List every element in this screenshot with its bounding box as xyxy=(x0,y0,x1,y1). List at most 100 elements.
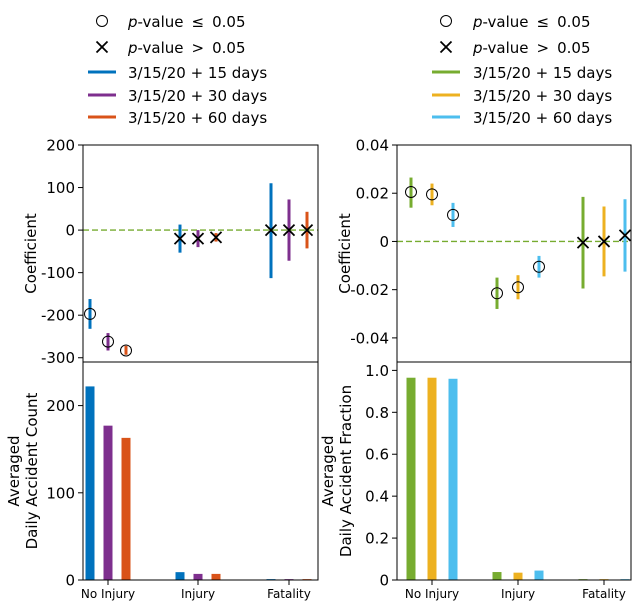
y-axis-label: Averaged xyxy=(5,435,23,506)
point-marker-cross xyxy=(173,232,187,245)
legend-circle-marker xyxy=(96,15,108,27)
y-tick-label: 1.0 xyxy=(365,362,389,380)
legend-p: p xyxy=(127,39,138,57)
y-tick-label: 0.6 xyxy=(365,446,389,464)
legend-circle-marker xyxy=(440,15,452,27)
coef-right-panel: 0.04 0.02 0 -0.02 -0.04 Coefficient xyxy=(336,137,632,363)
fraction-right-panel: 1.0 0.8 0.6 0.4 0.2 0 No Injury Injury Fatality A… xyxy=(319,361,632,601)
cross-stroke xyxy=(282,223,296,237)
point-marker-circle xyxy=(447,208,459,221)
point-marker-circle xyxy=(512,281,524,294)
legend-label: 3/15/20 + 60 days xyxy=(128,109,267,127)
legend-label: 3/15/20 + 15 days xyxy=(473,64,612,82)
bar xyxy=(427,377,437,580)
y-tick-label: 100 xyxy=(46,179,75,197)
y-tick-label: 0.2 xyxy=(365,530,389,548)
bar xyxy=(406,377,416,580)
legend-label: p-value >0.05 xyxy=(472,39,591,57)
bar xyxy=(193,573,203,580)
legend-op: ≤ xyxy=(537,13,550,31)
point-marker-cross xyxy=(300,223,314,237)
bar xyxy=(85,386,95,580)
bar xyxy=(492,572,502,580)
cross-stroke xyxy=(191,232,205,245)
legend-suffix: -value xyxy=(138,13,184,31)
x-tick-label: Injury xyxy=(181,587,215,601)
cross-stroke xyxy=(209,231,223,244)
legend-val: 0.05 xyxy=(212,13,245,31)
x-tick-label: No Injury xyxy=(81,587,135,601)
cross-stroke xyxy=(576,236,590,249)
cross-stroke xyxy=(300,223,314,237)
legend-p: p xyxy=(472,13,483,31)
bar xyxy=(121,437,131,580)
legend-left: p-value ≤0.05 p-value >0.05 3/15/20 + 15 day… xyxy=(88,13,267,127)
y-axis-label: Averaged xyxy=(319,435,337,506)
y-tick-label: 0.4 xyxy=(365,488,389,506)
point-marker-cross xyxy=(597,235,611,248)
legend-op: ≤ xyxy=(192,13,205,31)
count-left-panel: 200 100 0 No Injury Injury Fatality Averaged Da… xyxy=(5,361,319,601)
y-tick-label: -100 xyxy=(41,264,75,282)
x-tick-label: Injury xyxy=(501,587,535,601)
point-marker-cross xyxy=(209,231,223,244)
y-tick-label: 0.02 xyxy=(356,185,389,203)
point-marker-circle xyxy=(491,287,503,300)
legend-val: 0.05 xyxy=(212,39,245,57)
y-tick-label: 0 xyxy=(65,222,75,240)
cross-stroke xyxy=(439,40,453,54)
y-tick-label: 0.04 xyxy=(356,137,389,155)
axes-frame xyxy=(82,144,319,363)
legend-suffix: -value xyxy=(483,13,529,31)
y-tick-label: -0.04 xyxy=(350,329,389,347)
y-axis-label: Coefficient xyxy=(336,213,354,294)
bar xyxy=(534,570,544,580)
legend-suffix: -value xyxy=(483,39,529,57)
y-tick-label: 0 xyxy=(65,572,75,590)
cross-stroke xyxy=(264,223,278,237)
y-axis-label: Daily Accident Count xyxy=(23,392,41,549)
axes-frame xyxy=(396,361,632,581)
bar xyxy=(513,572,523,580)
point-marker-cross xyxy=(618,229,632,242)
axes-frame xyxy=(396,144,632,363)
legend-right: p-value ≤0.05 p-value >0.05 3/15/20 + 15 day… xyxy=(432,13,612,127)
legend-label: 3/15/20 + 15 days xyxy=(128,64,267,82)
point-marker-cross xyxy=(264,223,278,237)
y-tick-label: -0.02 xyxy=(350,281,389,299)
axes-frame xyxy=(82,361,319,581)
bar xyxy=(103,425,113,580)
legend-p: p xyxy=(472,39,483,57)
cross-stroke xyxy=(173,232,187,245)
y-axis-label: Daily Accident Fraction xyxy=(337,385,355,557)
legend-cross-marker xyxy=(439,40,453,54)
point-marker-cross xyxy=(576,236,590,249)
point-marker-circle xyxy=(426,188,438,201)
point-marker-circle xyxy=(120,344,132,357)
y-tick-label: 200 xyxy=(46,397,75,415)
cross-stroke xyxy=(618,229,632,242)
point-marker-cross xyxy=(282,223,296,237)
legend-val: 0.05 xyxy=(557,13,590,31)
legend-label: p-value >0.05 xyxy=(127,39,246,57)
x-tick-label: Fatality xyxy=(267,587,311,601)
cross-stroke xyxy=(95,40,109,54)
legend-op: > xyxy=(192,39,205,57)
legend-p: p xyxy=(127,13,138,31)
x-tick-label: No Injury xyxy=(405,587,459,601)
y-tick-label: 100 xyxy=(46,484,75,502)
bar xyxy=(175,572,185,580)
y-tick-label: 0 xyxy=(379,233,389,251)
point-marker-circle xyxy=(102,335,114,348)
bar xyxy=(448,378,458,580)
y-tick-label: -300 xyxy=(41,349,75,367)
y-tick-label: -200 xyxy=(41,307,75,325)
x-tick-label: Fatality xyxy=(582,587,626,601)
coef-left-panel: 200 100 0 -100 -200 -300 Coefficient xyxy=(22,137,319,367)
legend-label: 3/15/20 + 60 days xyxy=(473,109,612,127)
point-marker-cross xyxy=(191,232,205,245)
legend-label: p-value ≤0.05 xyxy=(127,13,246,31)
point-marker-circle xyxy=(84,307,96,320)
legend-label: 3/15/20 + 30 days xyxy=(473,87,612,105)
y-tick-label: 0 xyxy=(379,572,389,590)
